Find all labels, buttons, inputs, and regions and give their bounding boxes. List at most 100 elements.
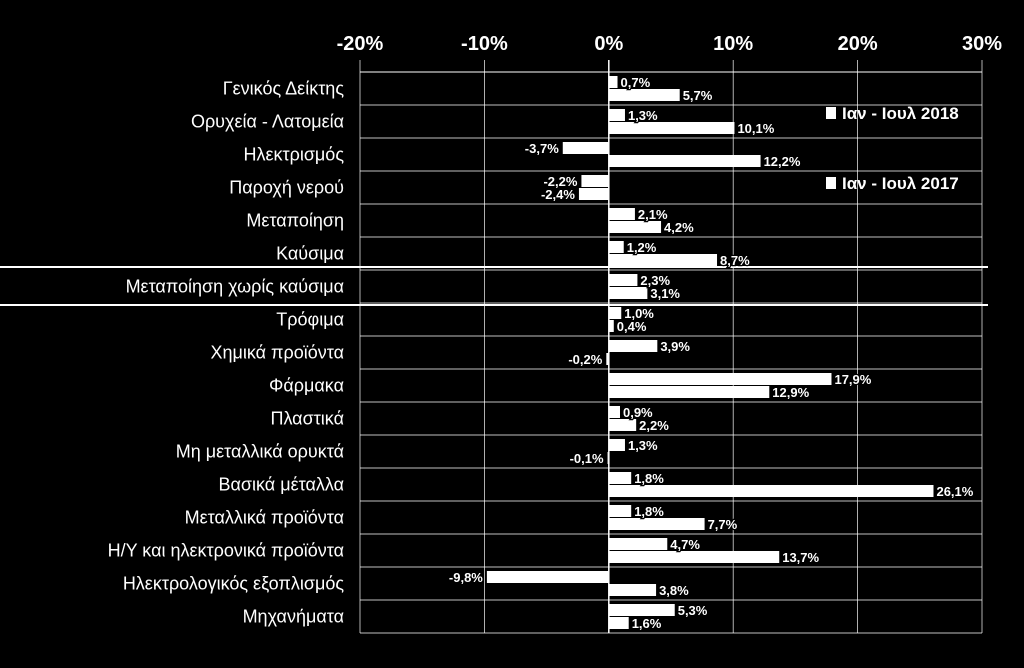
bar <box>608 320 614 332</box>
bar <box>608 518 705 530</box>
bar <box>608 472 632 484</box>
bar <box>578 188 609 200</box>
bar <box>581 175 609 187</box>
data-label: -0,1% <box>570 451 604 466</box>
category-label: Μεταποίηση <box>246 211 344 231</box>
bar <box>608 439 625 451</box>
legend-label: Ιαν - Ιουλ 2017 <box>842 174 959 193</box>
category-label: Πλαστικά <box>270 409 344 429</box>
bar <box>608 76 618 88</box>
bar <box>608 538 668 550</box>
bar <box>608 109 625 121</box>
data-label: 1,8% <box>634 471 664 486</box>
bar <box>486 571 609 583</box>
bar <box>606 353 609 365</box>
category-label: Τρόφιμα <box>276 310 344 330</box>
data-label: 5,7% <box>683 88 713 103</box>
category-label: Ηλεκτρισμός <box>243 145 344 165</box>
bar <box>608 373 832 385</box>
x-tick-label: 20% <box>838 33 878 55</box>
x-tick-label: 10% <box>713 33 753 55</box>
category-label: Παροχή νερού <box>229 178 344 198</box>
category-label: Μεταλλικά προϊόντα <box>185 508 344 528</box>
category-label: Ηλεκτρολογικός εξοπλισμός <box>123 574 345 594</box>
bar <box>608 307 622 319</box>
data-labels: 0,7% 1,3% -3,7% -2,2% 2,1% 1,2% 2,3% 1,0% 3,9% 17… <box>448 74 975 633</box>
data-label: -2,4% <box>541 187 575 202</box>
x-tick-label: 0% <box>594 33 623 55</box>
data-label: 17,9% <box>834 372 871 387</box>
data-label: 1,8% <box>634 504 664 519</box>
data-label: 2,2% <box>639 418 669 433</box>
bar <box>608 155 761 167</box>
data-label: 26,1% <box>936 484 973 499</box>
legend: Ιαν - Ιουλ 2018 Ιαν - Ιουλ 2017 <box>826 104 959 193</box>
category-label: Βασικά μέταλλα <box>219 475 345 495</box>
data-label: 1,3% <box>628 108 658 123</box>
data-label: 2,1% <box>638 207 668 222</box>
data-label: 12,9% <box>772 385 809 400</box>
bar <box>608 89 680 101</box>
bar <box>607 452 610 464</box>
bar <box>608 551 780 563</box>
category-label: Μηχανήματα <box>243 607 344 627</box>
data-label: 3,1% <box>650 286 680 301</box>
bar <box>608 208 635 220</box>
data-label: 3,9% <box>660 339 690 354</box>
category-label: Φάρμακα <box>269 376 344 396</box>
category-label: Χημικά προϊόντα <box>210 343 344 363</box>
data-label: 2,3% <box>640 273 670 288</box>
category-label: Μη μεταλλικά ορυκτά <box>176 442 344 462</box>
bar <box>608 221 662 233</box>
category-label: Μεταποίηση χωρίς καύσιμα <box>126 277 344 297</box>
data-label: -2,2% <box>543 174 577 189</box>
data-label: 1,6% <box>632 616 662 631</box>
data-label: -0,2% <box>568 352 602 367</box>
x-tick-label: -10% <box>461 33 508 55</box>
category-label: Γενικός Δείκτης <box>223 79 345 99</box>
legend-swatch <box>826 177 836 189</box>
category-label: Ορυχεία - Λατομεία <box>191 112 344 132</box>
data-label: 1,2% <box>627 240 657 255</box>
bar <box>608 122 735 134</box>
bar <box>608 584 657 596</box>
bar <box>608 340 658 352</box>
data-label: 3,8% <box>659 583 689 598</box>
row-separators <box>0 104 988 634</box>
data-label: 1,0% <box>624 306 654 321</box>
data-label: 13,7% <box>782 550 819 565</box>
category-label: Η/Υ και ηλεκτρονικά προϊόντα <box>108 541 344 561</box>
bars <box>486 76 934 629</box>
bar <box>608 485 934 497</box>
data-label: 0,7% <box>621 75 651 90</box>
bar <box>608 419 637 431</box>
legend-label: Ιαν - Ιουλ 2018 <box>842 104 959 123</box>
data-label: 0,9% <box>623 405 653 420</box>
bar <box>608 241 624 253</box>
x-tick-label: -20% <box>337 33 384 55</box>
data-label: 5,3% <box>678 603 708 618</box>
data-label: 10,1% <box>737 121 774 136</box>
data-label: 12,2% <box>764 154 801 169</box>
x-tick-label: 30% <box>962 33 1002 55</box>
bar <box>608 386 770 398</box>
data-label: -9,8% <box>449 570 483 585</box>
legend-swatch <box>826 107 836 119</box>
bar <box>608 617 629 629</box>
bar <box>608 274 638 286</box>
data-label: 7,7% <box>708 517 738 532</box>
bar <box>608 406 620 418</box>
data-label: 1,3% <box>628 438 658 453</box>
data-label: 4,2% <box>664 220 694 235</box>
bar <box>608 505 632 517</box>
bar <box>608 254 718 266</box>
data-label: 8,7% <box>720 253 750 268</box>
x-axis-ticks: -20% -10% 0% 10% 20% 30% <box>337 33 1003 55</box>
bar <box>608 604 675 616</box>
bar <box>608 287 648 299</box>
category-labels: Γενικός Δείκτης Ορυχεία - Λατομεία Ηλεκτρι… <box>108 79 345 627</box>
category-label: Καύσιμα <box>276 244 344 264</box>
bar <box>562 142 609 154</box>
data-label: -3,7% <box>525 141 559 156</box>
